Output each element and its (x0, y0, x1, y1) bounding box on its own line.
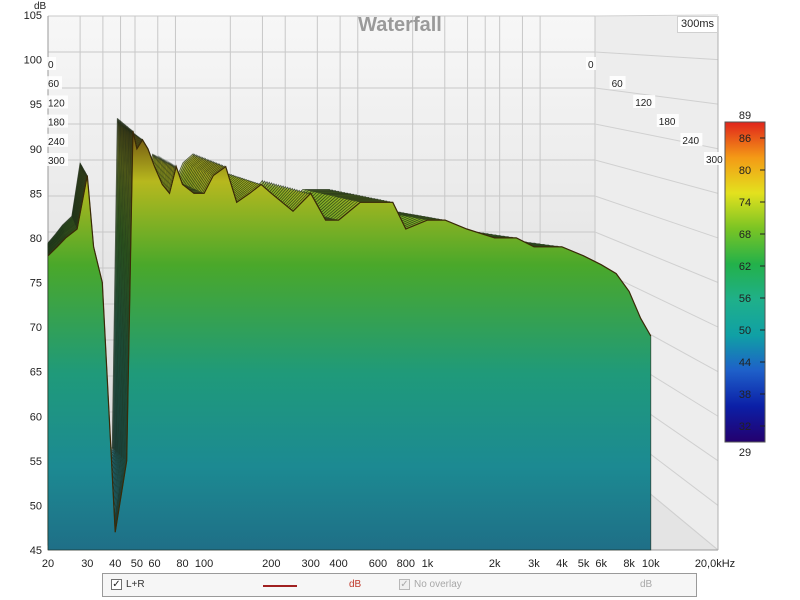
time-tick-label-left: 0 (48, 60, 54, 71)
overlay-legend-item: ✓ No overlay (399, 579, 462, 590)
x-tick-label: 5k (578, 558, 590, 570)
x-tick-label: 30 (81, 558, 93, 570)
y-tick-label: 50 (30, 500, 42, 512)
overlay-unit: dB (640, 579, 652, 590)
y-tick-label: 45 (30, 545, 42, 557)
legend-bar: ✓ L+R dB ✓ No overlay dB (102, 573, 697, 597)
side-grid-line (594, 195, 719, 239)
time-tick-label-left: 60 (48, 79, 60, 90)
time-tick-bg-left (46, 95, 68, 109)
time-tick-label-right: 300 (706, 155, 723, 166)
time-tick-label-right: 240 (682, 136, 699, 147)
side-grid-line (594, 14, 719, 17)
time-range-label[interactable]: 300ms (676, 16, 718, 33)
waterfall-chart: dB 45 50 55 60 65 70 75 80 85 90 95 100 105 20 30 40 50 60… (24, 1, 766, 570)
x-tick-label: 10k (642, 558, 660, 570)
y-tick-label: 105 (24, 10, 42, 22)
x-tick-label: 60 (148, 558, 160, 570)
time-tick-label-left: 240 (48, 137, 65, 148)
series-checkbox[interactable]: ✓ (111, 578, 122, 590)
time-tick-bg-right (704, 152, 726, 165)
y-tick-label: 100 (24, 55, 42, 67)
y-tick-label: 65 (30, 367, 42, 379)
x-tick-label: 800 (397, 558, 415, 570)
time-tick-label-right: 120 (635, 98, 652, 109)
y-tick-label: 95 (30, 99, 42, 111)
y-axis-unit-label: dB (34, 1, 47, 12)
colorbar-tick-label: 80 (739, 165, 751, 177)
y-tick-label: 55 (30, 456, 42, 468)
time-tick-label-right: 60 (612, 79, 624, 90)
time-tick-bg-right (586, 57, 596, 70)
colorbar-tick-label: 68 (739, 229, 751, 241)
time-tick-bg-left (46, 114, 68, 128)
time-tick-bg-left (46, 153, 68, 166)
x-tick-label: 400 (329, 558, 347, 570)
chart-svg: dB 45 50 55 60 65 70 75 80 85 90 95 100 105 20 30 40 50 60… (24, 1, 766, 570)
x-tick-label: 6k (595, 558, 607, 570)
y-tick-label: 75 (30, 278, 42, 290)
series-unit: dB (349, 579, 361, 590)
series-legend-item[interactable]: ✓ L+R (111, 579, 145, 590)
x-tick-label: 100 (195, 558, 213, 570)
time-tick-bg-left (46, 133, 68, 147)
colorbar-tick-label: 44 (739, 357, 751, 369)
time-tick-label-left: 300 (48, 156, 65, 167)
colorbar-min-label: 29 (739, 447, 751, 459)
colorbar-tick-label: 32 (739, 421, 751, 433)
y-tick-label: 80 (30, 233, 42, 245)
time-tick-label-right: 0 (588, 60, 594, 71)
y-tick-label: 85 (30, 188, 42, 200)
overlay-checkbox: ✓ (399, 578, 410, 590)
x-tick-label: 4k (556, 558, 568, 570)
x-tick-label: 40 (109, 558, 121, 570)
x-tick-label: 80 (176, 558, 188, 570)
x-tick-label: 8k (623, 558, 635, 570)
x-tick-label: 200 (262, 558, 280, 570)
x-tick-label: 300 (301, 558, 319, 570)
time-tick-bg-left (46, 76, 62, 90)
side-grid-line (594, 231, 719, 283)
x-tick-label: 600 (369, 558, 387, 570)
colorbar-tick-label: 62 (739, 261, 751, 273)
time-tick-bg-left (46, 57, 56, 70)
colorbar-tick-label: 50 (739, 325, 751, 337)
colorbar-tick-label: 38 (739, 389, 751, 401)
overlay-unit-label: dB (640, 579, 653, 590)
time-tick-bg-right (656, 114, 679, 127)
y-tick-label: 90 (30, 144, 42, 156)
x-tick-label: 20,0kHz (695, 558, 735, 570)
time-tick-label-left: 180 (48, 118, 65, 129)
colorbar-tick-label: 86 (739, 133, 751, 145)
x-tick-label: 1k (422, 558, 434, 570)
x-tick-label: 20 (42, 558, 54, 570)
time-tick-label-right: 180 (659, 117, 676, 128)
x-tick-label: 50 (131, 558, 143, 570)
y-tick-label: 60 (30, 411, 42, 423)
time-tick-bg-right (609, 76, 626, 89)
colorbar-tick-label: 56 (739, 293, 751, 305)
time-tick-label-left: 120 (48, 98, 65, 109)
colorbar-tick-label: 74 (739, 197, 751, 209)
side-grid-line (594, 159, 719, 194)
series-label: L+R (126, 579, 145, 590)
time-tick-bg-right (633, 95, 656, 108)
side-grid-line (594, 51, 719, 61)
time-tick-bg-right (680, 133, 703, 146)
series-unit-label: dB (349, 579, 362, 590)
y-tick-label: 70 (30, 322, 42, 334)
colorbar-max-label: 89 (739, 110, 751, 122)
front-slice-line (47, 130, 652, 533)
overlay-label: No overlay (414, 579, 462, 590)
side-grid-line (594, 87, 719, 105)
series-line-swatch (263, 585, 297, 587)
x-tick-label: 3k (528, 558, 540, 570)
x-tick-label: 2k (489, 558, 501, 570)
colorbar (724, 121, 766, 443)
